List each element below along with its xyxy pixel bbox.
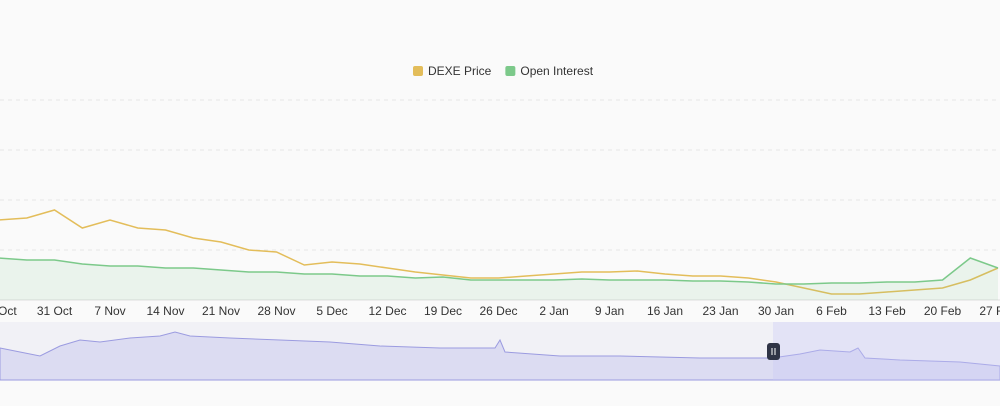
x-tick-label: 13 Feb xyxy=(868,304,906,318)
grid xyxy=(0,99,1000,301)
legend-label: DEXE Price xyxy=(428,64,492,78)
navigator-selection[interactable] xyxy=(773,322,1000,380)
x-tick-label: 20 Feb xyxy=(924,304,962,318)
legend-swatch xyxy=(505,66,516,76)
legend-swatch xyxy=(413,66,423,76)
x-tick-label: 24 Oct xyxy=(0,304,17,318)
x-tick-label: 16 Jan xyxy=(647,304,683,318)
x-tick-label: 9 Jan xyxy=(595,304,624,318)
x-tick-label: 5 Dec xyxy=(316,304,347,318)
x-tick-label: 21 Nov xyxy=(202,304,240,318)
legend-label: Open Interest xyxy=(520,64,593,78)
navigator-handle[interactable] xyxy=(767,343,780,360)
x-tick-label: 27 Feb xyxy=(979,304,1000,318)
series-area xyxy=(0,258,998,300)
navigator-area xyxy=(0,331,1000,381)
x-tick-label: 19 Dec xyxy=(424,304,462,318)
x-tick-label: 12 Dec xyxy=(368,304,406,318)
x-tick-label: 6 Feb xyxy=(816,304,847,318)
x-tick-label: 23 Jan xyxy=(702,304,738,318)
navigator xyxy=(0,322,1000,381)
x-tick-label: 31 Oct xyxy=(37,304,73,318)
x-tick-label: 26 Dec xyxy=(479,304,517,318)
x-tick-label: 7 Nov xyxy=(94,304,125,318)
series-line xyxy=(0,257,999,285)
x-tick-label: 30 Jan xyxy=(758,304,794,318)
x-tick-label: 14 Nov xyxy=(146,304,184,318)
series-line xyxy=(0,209,999,295)
x-tick-label: 2 Jan xyxy=(539,304,568,318)
x-tick-label: 28 Nov xyxy=(257,304,295,318)
